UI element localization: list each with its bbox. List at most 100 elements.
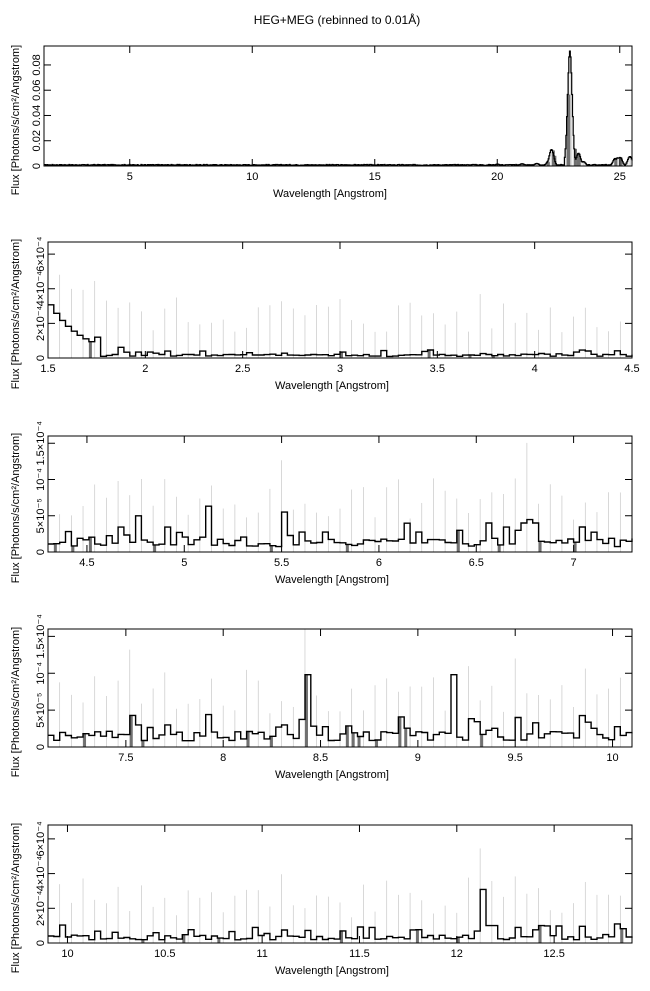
shaded-bin — [521, 163, 525, 166]
x-axis: 7.5 8 8.5 9 9.5 10 — [118, 629, 619, 764]
x-tick-label: 25 — [614, 171, 626, 183]
x-tick-label: 2.5 — [235, 363, 250, 375]
shaded-bin — [304, 674, 308, 747]
x-tick-label: 7 — [571, 557, 577, 569]
shaded-bin — [357, 736, 361, 747]
x-tick-label: 7.5 — [118, 752, 133, 764]
x-tick-label: 9 — [415, 752, 421, 764]
y-tick-label: 0 — [35, 355, 47, 361]
shaded-bin — [88, 341, 92, 358]
y-tick-label: 6×10⁻⁴ — [35, 821, 47, 857]
x-axis-label: Wavelength [Angstrom] — [273, 188, 387, 200]
y-tick-label: 0 — [35, 549, 47, 555]
panel-2: 1.5 2 2.5 3 3.5 4 4.5 Wavelength [Angstrom] 0 2×1… — [10, 236, 640, 392]
shaded-bin — [427, 350, 431, 358]
y-tick-label: 5×10⁻⁵ — [35, 693, 47, 728]
shaded-bins — [83, 674, 484, 747]
y-axis: 0 5×10⁻⁵ 10⁻⁴ 1.5×10⁻⁴ — [35, 421, 632, 555]
y-tick-label: 0.04 — [31, 105, 43, 126]
shaded-bin — [398, 716, 402, 747]
shaded-bin — [153, 544, 157, 552]
y-tick-label: 0.06 — [31, 79, 43, 100]
y-tick-label: 4×10⁻⁴ — [35, 856, 47, 892]
x-axis: 10 10.5 11 11.5 12 12.5 — [61, 825, 565, 960]
shaded-bin — [345, 544, 349, 552]
x-tick-label: 4 — [532, 363, 538, 375]
x-tick-label: 10 — [606, 752, 618, 764]
x-axis-label: Wavelength [Angstrom] — [275, 574, 389, 586]
y-tick-label: 1.5×10⁻⁴ — [35, 614, 47, 659]
y-tick-label: 6×10⁻⁴ — [35, 236, 47, 272]
shaded-bin — [573, 542, 577, 552]
shaded-bins — [48, 94, 623, 166]
panel-3: 4.5 5 5.5 6 6.5 7 Wavelength [Angstrom] 0 5×10⁻⁵… — [10, 421, 633, 586]
y-axis-label: Flux [Photons/s/cm²/Angstrom] — [10, 239, 22, 389]
plot-frame — [43, 45, 633, 167]
x-tick-label: 12 — [451, 948, 463, 960]
y-tick-label: 2×10⁻⁴ — [35, 890, 47, 926]
x-axis: 4.5 5 5.5 6 6.5 7 — [79, 436, 577, 569]
x-tick-label: 9.5 — [508, 752, 523, 764]
y-axis: 0 5×10⁻⁵ 10⁻⁴ 1.5×10⁻⁴ — [35, 614, 632, 750]
shaded-bin — [340, 930, 343, 943]
shaded-bin — [538, 541, 542, 552]
x-tick-label: 11 — [256, 948, 267, 960]
x-tick-label: 1.5 — [40, 363, 55, 375]
shaded-bin — [519, 164, 523, 166]
x-tick-label: 12.5 — [543, 948, 564, 960]
x-tick-label: 4.5 — [624, 363, 639, 375]
shaded-bin — [269, 545, 273, 552]
y-tick-label: 10⁻⁴ — [35, 662, 47, 685]
y-tick-label: 0 — [35, 940, 47, 946]
x-tick-label: 6.5 — [469, 557, 484, 569]
y-axis: 0 0.02 0.04 0.06 0.08 — [31, 54, 632, 169]
shaded-bin — [351, 732, 355, 747]
shaded-bin — [614, 158, 618, 166]
y-axis: 0 2×10⁻⁴4×10⁻⁴6×10⁻⁴ — [35, 821, 632, 946]
x-tick-label: 15 — [369, 171, 381, 183]
x-axis-label: Wavelength [Angstrom] — [275, 769, 389, 781]
y-axis: 0 2×10⁻⁴4×10⁻⁴6×10⁻⁴ — [35, 236, 632, 361]
shaded-bins — [141, 925, 624, 943]
panel-5: 10 10.5 11 11.5 12 12.5 Wavelength [Angstrom] 0… — [10, 821, 633, 977]
x-tick-label: 10 — [246, 171, 258, 183]
shaded-bin — [497, 544, 501, 552]
panel-4: 7.5 8 8.5 9 9.5 10 Wavelength [Angstrom] 0 5×10⁻… — [10, 614, 633, 781]
x-axis: 1.5 2 2.5 3 3.5 4 4.5 — [40, 242, 640, 375]
shaded-bin — [546, 162, 550, 166]
shaded-bin — [53, 543, 57, 552]
y-axis-label: Flux [Photons/s/cm²/Angstrom] — [10, 823, 22, 973]
x-tick-label: 5 — [181, 557, 187, 569]
shaded-bin — [345, 725, 349, 747]
shaded-bin — [415, 929, 419, 943]
y-tick-label: 0.08 — [31, 54, 43, 75]
shaded-bin — [83, 733, 87, 747]
plot-frame — [47, 628, 633, 748]
x-tick-label: 3.5 — [430, 363, 445, 375]
figure-title: HEG+MEG (rebinned to 0.01Å) — [254, 12, 420, 27]
shaded-bin — [141, 740, 145, 747]
x-tick-label: 20 — [491, 171, 503, 183]
shaded-bin — [182, 934, 186, 943]
x-tick-label: 6 — [376, 557, 382, 569]
plot-frame — [47, 824, 633, 944]
shaded-bin — [480, 734, 484, 747]
shaded-bin — [491, 355, 495, 358]
shaded-bin — [279, 164, 283, 166]
shaded-bin — [577, 153, 581, 166]
shaded-bin — [538, 925, 542, 943]
spectrum-line — [44, 50, 633, 166]
y-tick-label: 5×10⁻⁵ — [35, 498, 47, 533]
y-tick-label: 0 — [31, 163, 43, 169]
shaded-bin — [378, 164, 382, 166]
x-tick-label: 4.5 — [79, 557, 94, 569]
y-axis-label: Flux [Photons/s/cm²/Angstrom] — [10, 45, 22, 195]
x-axis-label: Wavelength [Angstrom] — [275, 380, 389, 392]
shaded-bin — [375, 740, 379, 747]
error-bars — [43, 56, 633, 166]
x-tick-label: 8.5 — [313, 752, 328, 764]
x-tick-label: 10.5 — [154, 948, 175, 960]
error-bars — [47, 848, 633, 943]
spectrum-line — [48, 674, 633, 742]
